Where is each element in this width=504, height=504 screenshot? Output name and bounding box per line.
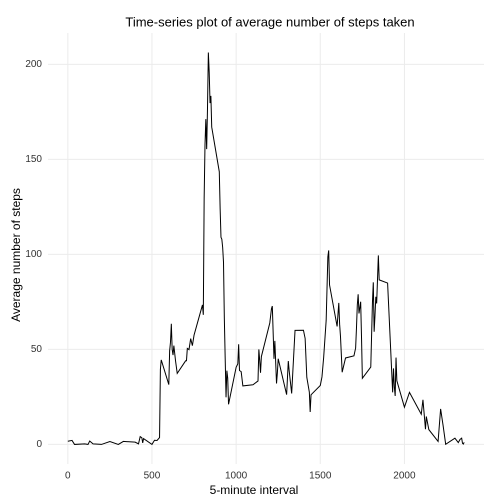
y-axis-label: Average number of steps [9, 188, 23, 322]
y-tick-label: 50 [31, 344, 43, 355]
x-tick-label: 2000 [393, 471, 416, 482]
x-tick-label: 1500 [309, 471, 332, 482]
y-tick-label: 100 [25, 249, 42, 260]
x-axis-label: 5-minute interval [210, 483, 299, 497]
y-tick-label: 0 [36, 439, 42, 450]
x-tick-label: 0 [65, 471, 71, 482]
chart-title: Time-series plot of average number of st… [125, 14, 414, 29]
y-tick-label: 150 [25, 154, 42, 165]
y-tick-label: 200 [25, 59, 42, 70]
x-tick-label: 500 [144, 471, 161, 482]
x-tick-label: 1000 [225, 471, 248, 482]
line [67, 52, 465, 446]
